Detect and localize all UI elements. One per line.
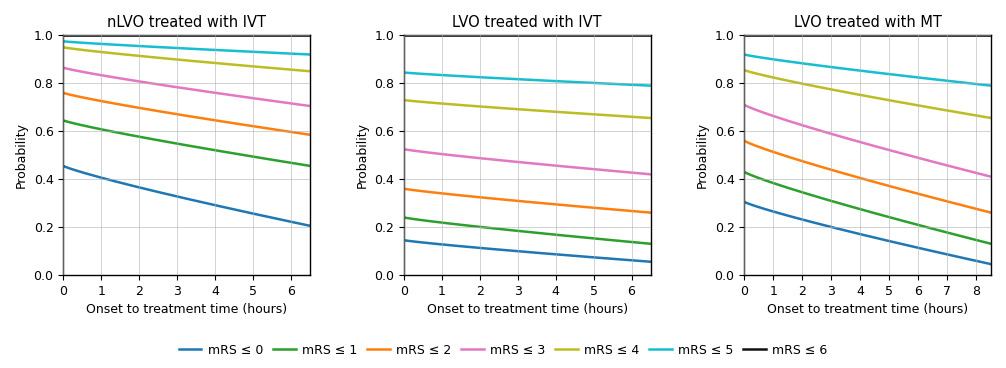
Title: LVO treated with IVT: LVO treated with IVT bbox=[453, 15, 602, 30]
Title: LVO treated with MT: LVO treated with MT bbox=[794, 15, 942, 30]
X-axis label: Onset to treatment time (hours): Onset to treatment time (hours) bbox=[427, 303, 628, 316]
Legend: mRS ≤ 0, mRS ≤ 1, mRS ≤ 2, mRS ≤ 3, mRS ≤ 4, mRS ≤ 5, mRS ≤ 6: mRS ≤ 0, mRS ≤ 1, mRS ≤ 2, mRS ≤ 3, mRS … bbox=[174, 339, 832, 362]
Y-axis label: Probability: Probability bbox=[355, 122, 368, 188]
X-axis label: Onset to treatment time (hours): Onset to treatment time (hours) bbox=[767, 303, 968, 316]
Y-axis label: Probability: Probability bbox=[696, 122, 709, 188]
Title: nLVO treated with IVT: nLVO treated with IVT bbox=[108, 15, 267, 30]
X-axis label: Onset to treatment time (hours): Onset to treatment time (hours) bbox=[87, 303, 287, 316]
Y-axis label: Probability: Probability bbox=[15, 122, 28, 188]
